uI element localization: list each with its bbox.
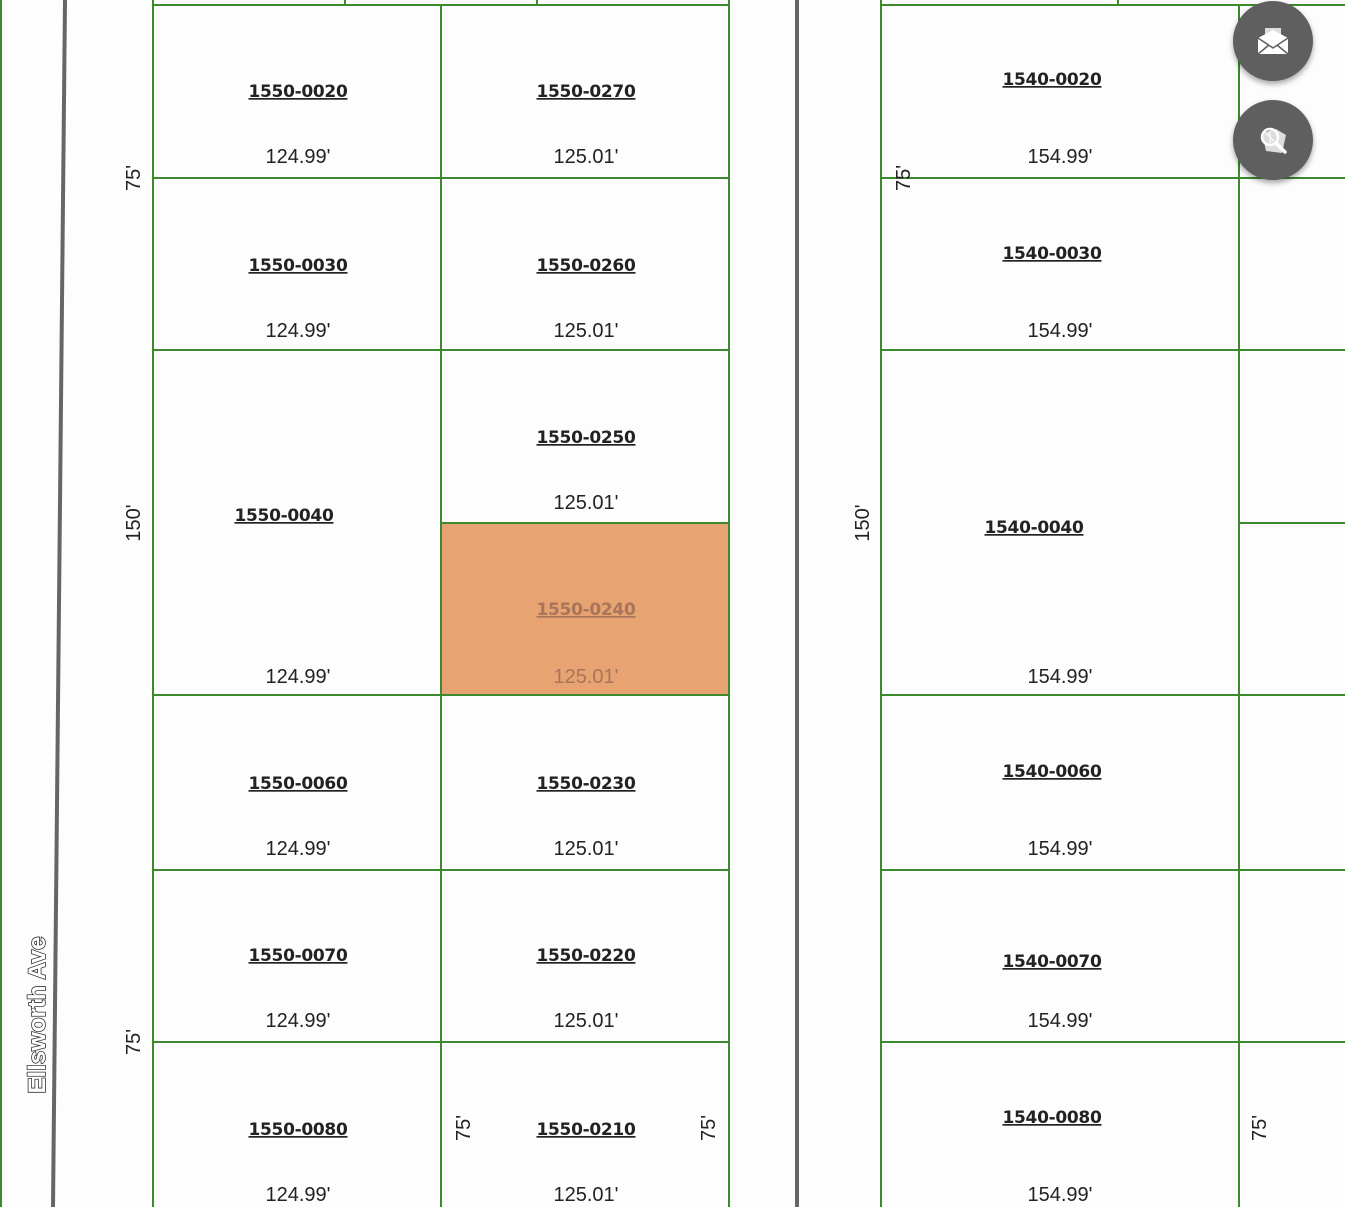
parcel-depth: 125.01' bbox=[554, 146, 619, 168]
parcel-labels[interactable]: 1550-0020 124.99' 1550-0030 124.99' 1550… bbox=[235, 70, 1103, 1206]
parcel-depth: 125.01' bbox=[554, 492, 619, 514]
parcel-id[interactable]: 1550-0040 bbox=[235, 506, 335, 526]
road-edge bbox=[51, 0, 67, 1207]
frontage-label: 75' bbox=[453, 1115, 475, 1141]
parcel-depth: 154.99' bbox=[1028, 1184, 1093, 1206]
parcel-id[interactable]: 1540-0070 bbox=[1003, 952, 1103, 972]
selected-parcel-highlight[interactable] bbox=[442, 524, 728, 694]
parcel-depth: 124.99' bbox=[266, 666, 331, 688]
parcel-id[interactable]: 1540-0040 bbox=[985, 518, 1085, 538]
frontage-label: 75' bbox=[123, 165, 145, 191]
map-search-icon bbox=[1260, 127, 1287, 154]
parcel-id[interactable]: 1550-0070 bbox=[249, 946, 349, 966]
parcel-depth: 125.01' bbox=[554, 838, 619, 860]
parcel-id[interactable]: 1550-0220 bbox=[537, 946, 637, 966]
parcel-depth: 154.99' bbox=[1028, 146, 1093, 168]
frontage-label: 75' bbox=[123, 1029, 145, 1055]
parcel-depth: 124.99' bbox=[266, 838, 331, 860]
parcel-depth: 125.01' bbox=[554, 1184, 619, 1206]
parcel-id[interactable]: 1550-0250 bbox=[537, 428, 637, 448]
parcel-depth: 124.99' bbox=[266, 1184, 331, 1206]
parcel-depth: 154.99' bbox=[1028, 1010, 1093, 1032]
parcel-id[interactable]: 1550-0230 bbox=[537, 774, 637, 794]
frontage-label: 75' bbox=[893, 165, 915, 191]
parcel-id[interactable]: 1550-0020 bbox=[249, 82, 349, 102]
contact-button[interactable] bbox=[1233, 1, 1313, 81]
parcel-id[interactable]: 1550-0260 bbox=[537, 256, 637, 276]
parcel-depth: 125.01' bbox=[554, 320, 619, 342]
map-search-button[interactable] bbox=[1233, 100, 1313, 180]
parcel-id[interactable]: 1540-0060 bbox=[1003, 762, 1103, 782]
parcel-id[interactable]: 1550-0080 bbox=[249, 1120, 349, 1140]
parcel-id[interactable]: 1550-0270 bbox=[537, 82, 637, 102]
frontage-labels: 75' 150' 75' 75' 75' 75' 150' 75' bbox=[123, 165, 1271, 1141]
parcel-id[interactable]: 1540-0030 bbox=[1003, 244, 1103, 264]
parcel-depth: 154.99' bbox=[1028, 838, 1093, 860]
parcel-id[interactable]: 1540-0020 bbox=[1003, 70, 1103, 90]
parcel-depth: 124.99' bbox=[266, 1010, 331, 1032]
frontage-label: 75' bbox=[1249, 1115, 1271, 1141]
frontage-label: 150' bbox=[123, 504, 145, 541]
parcel-id[interactable]: 1540-0080 bbox=[1003, 1108, 1103, 1128]
frontage-label: 150' bbox=[852, 504, 874, 541]
envelope-icon bbox=[1257, 28, 1289, 55]
parcel-id[interactable]: 1550-0030 bbox=[249, 256, 349, 276]
parcel-depth: 125.01' bbox=[554, 666, 619, 688]
street-label: Ellsworth Ave bbox=[24, 937, 51, 1094]
parcel-id[interactable]: 1550-0060 bbox=[249, 774, 349, 794]
selected-parcel-id[interactable]: 1550-0240 bbox=[537, 600, 637, 620]
parcel-depth: 125.01' bbox=[554, 1010, 619, 1032]
parcel-depth: 124.99' bbox=[266, 146, 331, 168]
parcel-depth: 154.99' bbox=[1028, 666, 1093, 688]
parcel-id[interactable]: 1550-0210 bbox=[537, 1120, 637, 1140]
parcel-depth: 124.99' bbox=[266, 320, 331, 342]
frontage-label: 75' bbox=[698, 1115, 720, 1141]
parcel-depth: 154.99' bbox=[1028, 320, 1093, 342]
